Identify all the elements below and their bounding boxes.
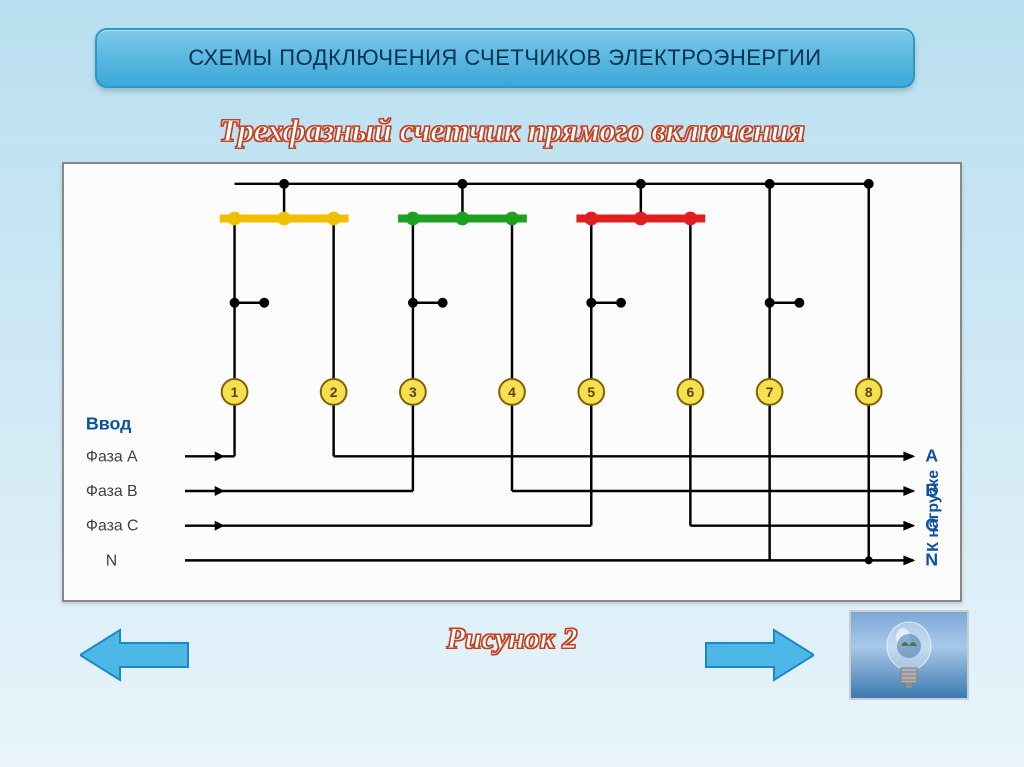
terminal-8: 8	[856, 379, 882, 405]
svg-text:7: 7	[766, 384, 774, 400]
terminal-6: 6	[677, 379, 703, 405]
input-label: Ввод	[86, 414, 132, 434]
terminal-5: 5	[578, 379, 604, 405]
wiring-diagram: 1 2 3 4 5 6 7 8 Ввод Фаза A Фаза B Фаза …	[62, 162, 962, 602]
label-phase-c: Фаза C	[86, 518, 139, 535]
prev-arrow[interactable]	[80, 625, 190, 685]
label-phase-a: Фаза A	[86, 448, 138, 465]
terminal-2: 2	[321, 379, 347, 405]
svg-text:3: 3	[409, 384, 417, 400]
svg-text:6: 6	[687, 384, 695, 400]
diagram-svg: 1 2 3 4 5 6 7 8 Ввод Фаза A Фаза B Фаза …	[64, 164, 960, 600]
load-label: К нагрузке	[925, 470, 942, 552]
svg-text:1: 1	[231, 384, 239, 400]
svg-text:5: 5	[587, 384, 595, 400]
terminal-3: 3	[400, 379, 426, 405]
terminal-7: 7	[757, 379, 783, 405]
svg-text:4: 4	[508, 384, 516, 400]
label-out-a: A	[925, 445, 938, 465]
label-phase-b: Фаза B	[86, 483, 138, 500]
terminal-4: 4	[499, 379, 525, 405]
next-arrow[interactable]	[704, 625, 814, 685]
lightbulb-icon[interactable]	[849, 610, 969, 700]
svg-text:8: 8	[865, 384, 873, 400]
subtitle: Трехфазный счетчик прямого включения	[0, 112, 1024, 149]
svg-text:2: 2	[330, 384, 338, 400]
title-text: СХЕМЫ ПОДКЛЮЧЕНИЯ СЧЕТЧИКОВ ЭЛЕКТРОЭНЕРГ…	[188, 45, 821, 71]
label-n-in: N	[106, 552, 117, 569]
terminal-1: 1	[222, 379, 248, 405]
title-banner: СХЕМЫ ПОДКЛЮЧЕНИЯ СЧЕТЧИКОВ ЭЛЕКТРОЭНЕРГ…	[95, 28, 915, 88]
